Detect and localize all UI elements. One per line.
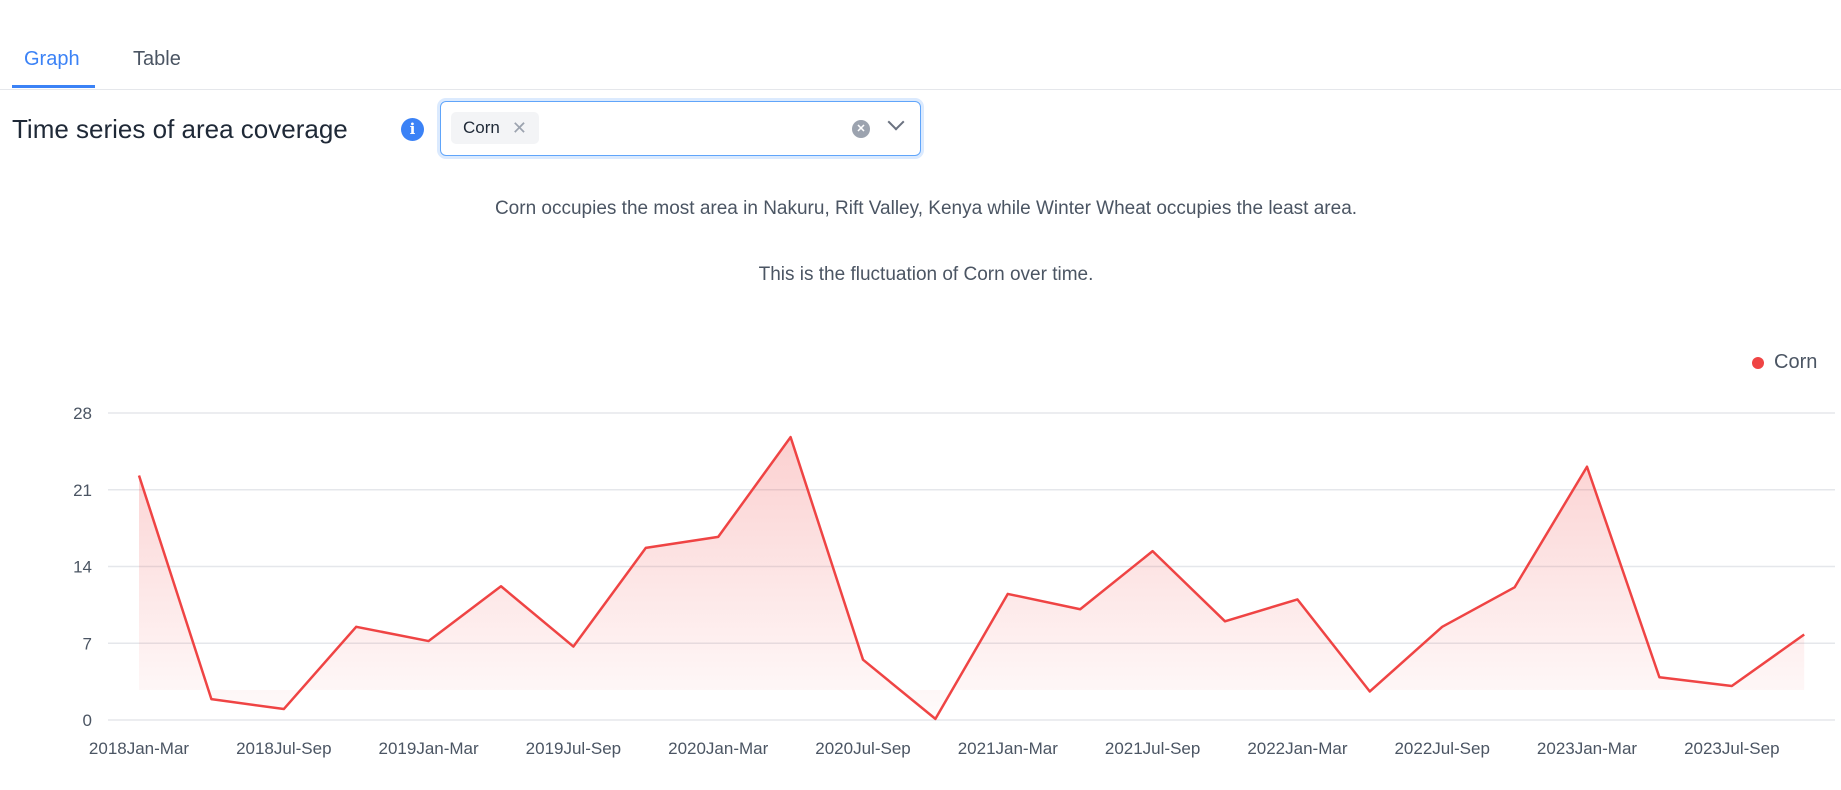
tab-bar: Graph Table: [0, 40, 1841, 90]
x-tick-label: 2018Jan-Mar: [89, 739, 190, 758]
data-point[interactable]: [567, 641, 579, 653]
info-icon[interactable]: i: [401, 118, 424, 141]
data-point[interactable]: [1509, 581, 1521, 593]
page-title: Time series of area coverage: [12, 114, 348, 144]
data-point[interactable]: [712, 531, 724, 543]
y-tick-label: 0: [83, 711, 92, 730]
chart-legend[interactable]: Corn: [1752, 351, 1817, 374]
data-point[interactable]: [133, 469, 145, 481]
x-tick-label: 2021Jul-Sep: [1105, 739, 1200, 758]
data-point[interactable]: [1002, 588, 1014, 600]
data-point[interactable]: [1147, 545, 1159, 557]
data-point[interactable]: [1798, 628, 1810, 640]
y-tick-label: 7: [83, 634, 92, 653]
tab-graph[interactable]: Graph: [24, 48, 80, 70]
chip-label: Corn: [463, 118, 500, 137]
y-tick-label: 28: [73, 404, 92, 423]
x-tick-label: 2022Jan-Mar: [1247, 739, 1348, 758]
description-line-2: This is the fluctuation of Corn over tim…: [758, 264, 1094, 285]
x-tick-label: 2021Jan-Mar: [958, 739, 1059, 758]
remove-chip-icon[interactable]: ✕: [511, 117, 527, 138]
legend-dot-corn: [1752, 356, 1764, 369]
data-point[interactable]: [640, 542, 652, 554]
data-point[interactable]: [423, 635, 435, 647]
series-line-corn: [137, 435, 1805, 721]
data-point[interactable]: [857, 654, 869, 666]
data-point[interactable]: [1726, 680, 1738, 692]
series-area-corn: [139, 437, 1805, 719]
y-tick-label: 21: [73, 481, 92, 500]
data-point[interactable]: [929, 713, 941, 725]
x-tick-label: 2020Jul-Sep: [815, 739, 910, 758]
legend-label-corn: Corn: [1774, 351, 1818, 373]
data-point[interactable]: [278, 703, 290, 715]
x-tick-label: 2019Jul-Sep: [526, 739, 621, 758]
x-tick-label: 2019Jan-Mar: [379, 739, 480, 758]
data-point[interactable]: [1653, 671, 1665, 683]
data-point[interactable]: [785, 431, 797, 443]
x-tick-label: 2020Jan-Mar: [668, 739, 769, 758]
x-tick-label: 2022Jul-Sep: [1394, 739, 1489, 758]
description-line-1: Corn occupies the most area in Nakuru, R…: [494, 198, 1358, 219]
tab-table[interactable]: Table: [133, 48, 181, 70]
active-tab-indicator: [12, 85, 95, 88]
data-point[interactable]: [1291, 593, 1303, 605]
data-point[interactable]: [1581, 461, 1593, 473]
data-point[interactable]: [1219, 615, 1231, 627]
selected-chip-corn: Corn ✕: [451, 112, 539, 144]
data-point[interactable]: [350, 621, 362, 633]
y-tick-label: 14: [73, 558, 92, 577]
crop-select[interactable]: Corn ✕ ✕: [440, 101, 921, 156]
x-tick-label: 2018Jul-Sep: [236, 739, 331, 758]
data-point[interactable]: [1074, 603, 1086, 615]
data-point[interactable]: [495, 580, 507, 592]
clear-circle-icon[interactable]: ✕: [852, 120, 870, 138]
data-point[interactable]: [1436, 621, 1448, 633]
data-point[interactable]: [1364, 685, 1376, 697]
x-tick-label: 2023Jan-Mar: [1537, 739, 1638, 758]
data-point[interactable]: [205, 693, 217, 705]
x-tick-label: 2023Jul-Sep: [1684, 739, 1779, 758]
